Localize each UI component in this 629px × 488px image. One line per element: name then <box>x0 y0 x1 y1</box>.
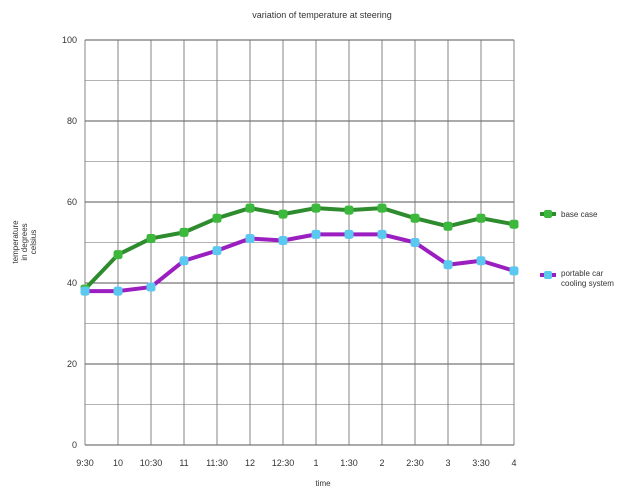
data-point <box>179 227 189 237</box>
x-tick-label: 1:30 <box>340 458 358 468</box>
data-point <box>443 260 453 270</box>
x-tick-label: 3 <box>445 458 450 468</box>
data-point <box>80 286 90 296</box>
data-point <box>509 219 519 229</box>
chart-title: variation of temperature at steering <box>252 10 392 20</box>
data-point <box>212 213 222 223</box>
y-axis-label-line-3: celsius <box>29 230 38 254</box>
y-tick-label: 60 <box>67 197 77 207</box>
data-point <box>179 256 189 266</box>
data-point <box>146 282 156 292</box>
legend: base case portable car cooling system <box>540 210 614 288</box>
legend-label-cooling-line-1: portable car <box>561 269 604 278</box>
data-point <box>443 221 453 231</box>
data-point <box>476 213 486 223</box>
y-tick-label: 80 <box>67 116 77 126</box>
legend-swatch-marker-base-case <box>544 210 552 218</box>
legend-item-portable-car-cooling-system: portable car cooling system <box>540 269 614 288</box>
x-tick-label: 1 <box>313 458 318 468</box>
x-tick-label: 11 <box>179 458 188 468</box>
x-tick-label: 11:30 <box>206 458 228 468</box>
series-1 <box>80 229 519 296</box>
y-tick-label: 100 <box>62 35 77 45</box>
data-point <box>377 203 387 213</box>
legend-label-cooling-line-2: cooling system <box>561 279 614 288</box>
series-0 <box>80 203 519 294</box>
x-tick-label: 9:30 <box>76 458 94 468</box>
data-point <box>113 286 123 296</box>
series-layer <box>80 203 519 296</box>
data-point <box>377 229 387 239</box>
data-point <box>113 250 123 260</box>
data-point <box>509 266 519 276</box>
y-tick-label: 20 <box>67 359 77 369</box>
x-tick-label: 4 <box>511 458 516 468</box>
legend-item-base-case: base case <box>540 210 598 219</box>
legend-swatch-marker-cooling <box>544 271 552 279</box>
x-tick-label: 12 <box>245 458 255 468</box>
y-tick-label: 0 <box>72 440 77 450</box>
data-point <box>245 203 255 213</box>
y-axis-label-line-2: in degrees <box>20 223 29 260</box>
data-point <box>278 209 288 219</box>
series-line <box>83 206 515 291</box>
data-point <box>476 256 486 266</box>
x-tick-label: 10 <box>113 458 123 468</box>
series-line <box>85 232 515 294</box>
data-point <box>278 235 288 245</box>
x-tick-label: 2 <box>379 458 384 468</box>
data-point <box>344 229 354 239</box>
data-point <box>146 233 156 243</box>
data-point <box>344 205 354 215</box>
y-axis-label-line-1: temperature <box>11 220 20 264</box>
x-tick-label: 12:30 <box>272 458 295 468</box>
data-point <box>212 246 222 256</box>
data-point <box>311 203 321 213</box>
x-tick-label: 10:30 <box>140 458 163 468</box>
data-point <box>410 238 420 247</box>
y-tick-label: 40 <box>67 278 77 288</box>
x-tick-label: 2:30 <box>406 458 424 468</box>
x-tick-label: 3:30 <box>472 458 490 468</box>
x-tick-labels: 9:30 10 10:30 11 11:30 12 12:30 1 1:30 2 2:30 3 3:30… <box>76 458 516 468</box>
y-axis-label: temperature in degrees celsius <box>11 220 38 264</box>
data-point <box>245 233 255 243</box>
legend-label-base-case: base case <box>561 210 598 219</box>
data-point <box>311 229 321 239</box>
data-point <box>410 213 420 223</box>
y-tick-labels: 0 20 40 60 80 100 <box>62 35 77 450</box>
x-axis-label: time <box>315 479 331 488</box>
